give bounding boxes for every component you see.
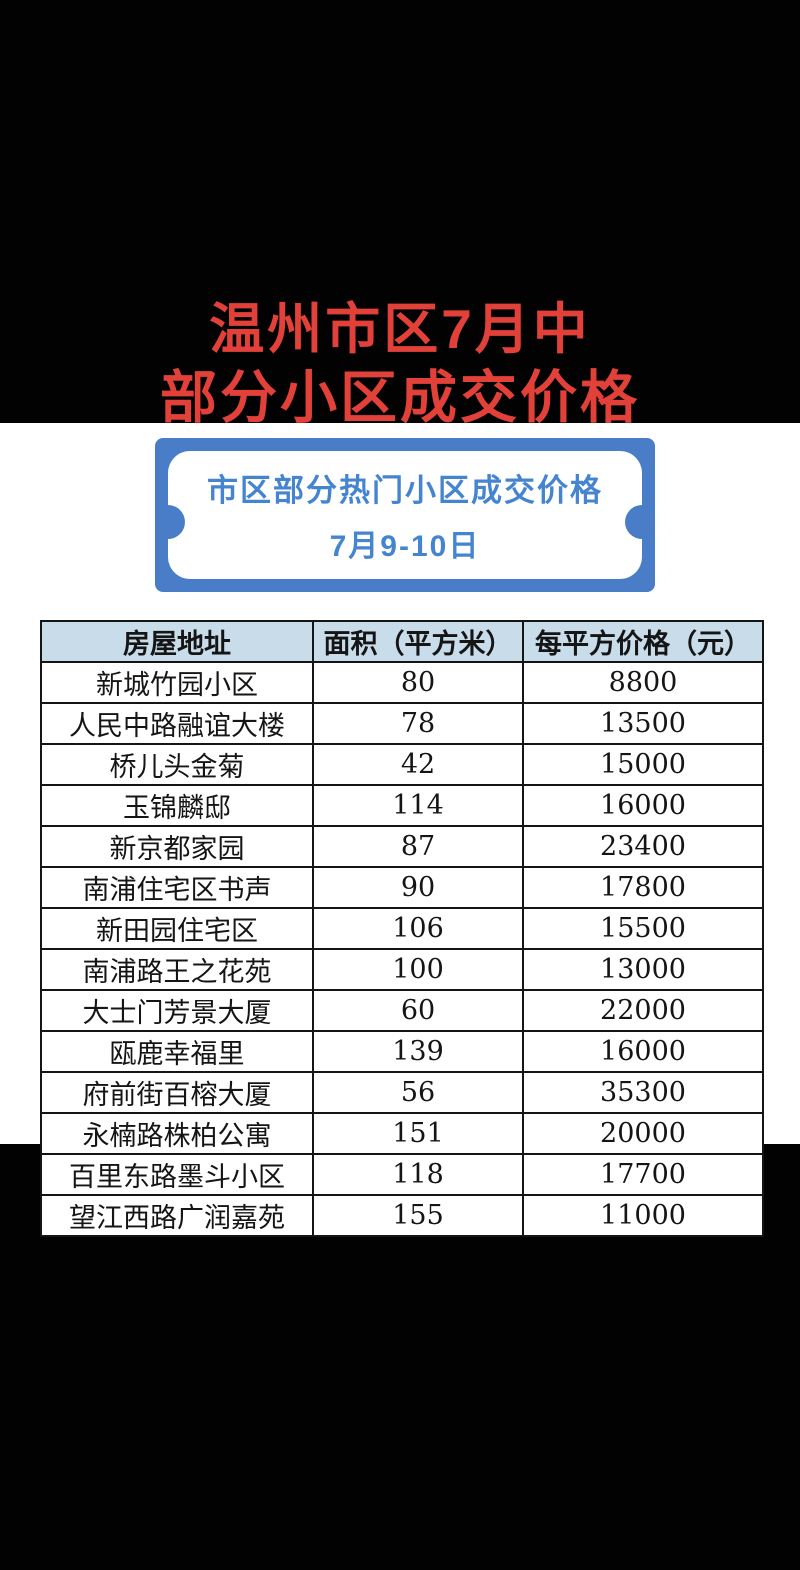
cell-area: 56 bbox=[312, 1071, 524, 1114]
column-header-0: 房屋地址 bbox=[40, 620, 314, 663]
table-row: 南浦路王之花苑 100 13000 bbox=[40, 948, 764, 991]
cell-price: 17800 bbox=[522, 866, 764, 909]
cell-address: 南浦路王之花苑 bbox=[40, 948, 314, 991]
table-row: 桥儿头金菊 42 15000 bbox=[40, 743, 764, 786]
poster-title-line2: 部分小区成交价格 bbox=[160, 366, 640, 430]
cell-address: 新田园住宅区 bbox=[40, 907, 314, 950]
table-row: 新田园住宅区 106 15500 bbox=[40, 907, 764, 950]
table-row: 新京都家园 87 23400 bbox=[40, 825, 764, 868]
banner-inner: 市区部分热门小区成交价格 7月9-10日 bbox=[168, 451, 642, 579]
cell-address: 瓯鹿幸福里 bbox=[40, 1030, 314, 1073]
table-row: 百里东路墨斗小区 118 17700 bbox=[40, 1153, 764, 1196]
cell-price: 23400 bbox=[522, 825, 764, 868]
poster-title-line1: 温州市区7月中 bbox=[209, 298, 591, 360]
cell-price: 22000 bbox=[522, 989, 764, 1032]
cell-address: 永楠路株柏公寓 bbox=[40, 1112, 314, 1155]
banner-right-notch bbox=[625, 505, 642, 539]
cell-address: 桥儿头金菊 bbox=[40, 743, 314, 786]
table-row: 人民中路融谊大楼 78 13500 bbox=[40, 702, 764, 745]
cell-price: 17700 bbox=[522, 1153, 764, 1196]
table-row: 府前街百榕大厦 56 35300 bbox=[40, 1071, 764, 1114]
table-row: 新城竹园小区 80 8800 bbox=[40, 661, 764, 704]
cell-price: 16000 bbox=[522, 1030, 764, 1073]
cell-area: 139 bbox=[312, 1030, 524, 1073]
cell-price: 16000 bbox=[522, 784, 764, 827]
cell-area: 118 bbox=[312, 1153, 524, 1196]
banner-date-range: 7月9-10日 bbox=[329, 530, 481, 564]
column-header-1: 面积（平方米） bbox=[312, 620, 524, 663]
cell-area: 80 bbox=[312, 661, 524, 704]
cell-price: 11000 bbox=[522, 1194, 764, 1237]
cell-price: 13500 bbox=[522, 702, 764, 745]
table-row: 玉锦麟邸 114 16000 bbox=[40, 784, 764, 827]
table-row: 永楠路株柏公寓 151 20000 bbox=[40, 1112, 764, 1155]
cell-area: 100 bbox=[312, 948, 524, 991]
cell-area: 60 bbox=[312, 989, 524, 1032]
cell-address: 新京都家园 bbox=[40, 825, 314, 868]
cell-area: 78 bbox=[312, 702, 524, 745]
cell-area: 151 bbox=[312, 1112, 524, 1155]
cell-area: 106 bbox=[312, 907, 524, 950]
banner-heading: 市区部分热门小区成交价格 bbox=[207, 472, 603, 508]
cell-price: 8800 bbox=[522, 661, 764, 704]
cell-address: 新城竹园小区 bbox=[40, 661, 314, 704]
cell-area: 42 bbox=[312, 743, 524, 786]
price-table-header: 房屋地址 面积（平方米） 每平方价格（元） bbox=[40, 620, 764, 663]
table-row: 望江西路广润嘉苑 155 11000 bbox=[40, 1194, 764, 1237]
cell-price: 20000 bbox=[522, 1112, 764, 1155]
cell-area: 155 bbox=[312, 1194, 524, 1237]
cell-address: 南浦住宅区书声 bbox=[40, 866, 314, 909]
table-row: 大士门芳景大厦 60 22000 bbox=[40, 989, 764, 1032]
cell-area: 90 bbox=[312, 866, 524, 909]
table-row: 南浦住宅区书声 90 17800 bbox=[40, 866, 764, 909]
cell-price: 35300 bbox=[522, 1071, 764, 1114]
cell-address: 百里东路墨斗小区 bbox=[40, 1153, 314, 1196]
table-row: 瓯鹿幸福里 139 16000 bbox=[40, 1030, 764, 1073]
banner-frame: 市区部分热门小区成交价格 7月9-10日 bbox=[155, 438, 655, 592]
cell-price: 15000 bbox=[522, 743, 764, 786]
header-row: 房屋地址 面积（平方米） 每平方价格（元） bbox=[40, 620, 764, 663]
banner-left-notch bbox=[168, 505, 185, 539]
cell-address: 玉锦麟邸 bbox=[40, 784, 314, 827]
cell-address: 府前街百榕大厦 bbox=[40, 1071, 314, 1114]
cell-price: 15500 bbox=[522, 907, 764, 950]
column-header-2: 每平方价格（元） bbox=[522, 620, 764, 663]
cell-address: 望江西路广润嘉苑 bbox=[40, 1194, 314, 1237]
cell-address: 人民中路融谊大楼 bbox=[40, 702, 314, 745]
content-section: 市区部分热门小区成交价格 7月9-10日 房屋地址 面积（平方米） 每平方价格（元）… bbox=[0, 423, 800, 1237]
cell-address: 大士门芳景大厦 bbox=[40, 989, 314, 1032]
price-table-body: 新城竹园小区 80 8800 人民中路融谊大楼 78 13500 桥儿头金菊 42 15000 玉… bbox=[40, 661, 764, 1237]
cell-area: 114 bbox=[312, 784, 524, 827]
cell-area: 87 bbox=[312, 825, 524, 868]
cell-price: 13000 bbox=[522, 948, 764, 991]
price-table: 房屋地址 面积（平方米） 每平方价格（元） 新城竹园小区 80 8800 人民中路融谊大楼… bbox=[40, 620, 764, 1237]
